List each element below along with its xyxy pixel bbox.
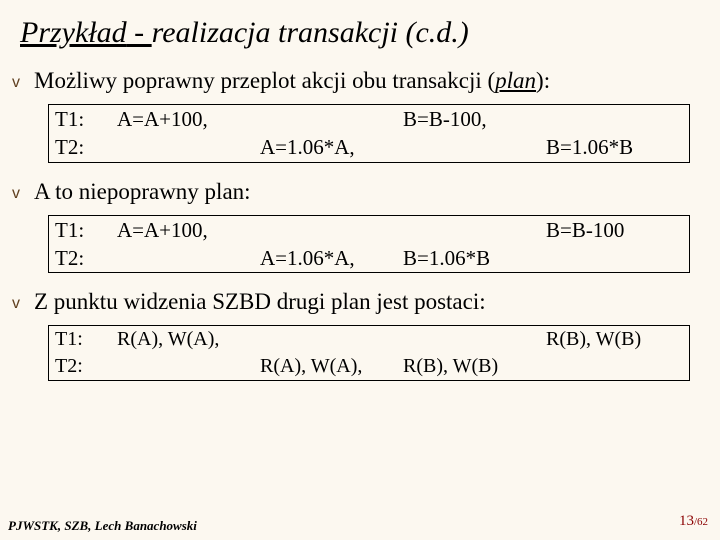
plan-box-1: T1: A=A+100, B=B-100, T2: A=1.06*A, B=1.… bbox=[48, 104, 690, 163]
slide-title: Przykład - realizacja transakcji (c.d.) bbox=[0, 0, 720, 58]
bullet-3-text: Z punktu widzenia SZBD drugi plan jest p… bbox=[34, 289, 486, 315]
cell bbox=[403, 326, 546, 353]
title-word: Przykład bbox=[20, 16, 127, 49]
bullet-2-text: A to niepoprawny plan: bbox=[34, 179, 251, 205]
cell bbox=[117, 244, 260, 272]
table-row: T2: A=1.06*A, B=1.06*B bbox=[49, 244, 689, 272]
page-number: 13/62 bbox=[679, 513, 708, 530]
bullet-2: v A to niepoprawny plan: bbox=[0, 169, 720, 209]
cell bbox=[260, 326, 403, 353]
cell: B=1.06*B bbox=[546, 133, 689, 161]
row-label: T1: bbox=[49, 216, 117, 244]
cell bbox=[403, 133, 546, 161]
bullet-3: v Z punktu widzenia SZBD drugi plan jest… bbox=[0, 279, 720, 319]
bullet-icon: v bbox=[12, 74, 20, 92]
cell: R(A), W(A), bbox=[117, 326, 260, 353]
cell: R(B), W(B) bbox=[546, 326, 689, 353]
row-label: T2: bbox=[49, 244, 117, 272]
cell bbox=[260, 105, 403, 133]
table-row: T1: A=A+100, B=B-100 bbox=[49, 216, 689, 244]
row-label: T2: bbox=[49, 353, 117, 380]
table-row: T2: R(A), W(A), R(B), W(B) bbox=[49, 353, 689, 380]
cell: A=A+100, bbox=[117, 105, 260, 133]
cell: A=1.06*A, bbox=[260, 133, 403, 161]
cell: A=1.06*A, bbox=[260, 244, 403, 272]
bullet-1: v Możliwy poprawny przeplot akcji obu tr… bbox=[0, 58, 720, 98]
cell: R(A), W(A), bbox=[260, 353, 403, 380]
cell bbox=[117, 353, 260, 380]
bullet-icon: v bbox=[12, 295, 20, 313]
title-rest: realizacja transakcji (c.d.) bbox=[152, 16, 469, 49]
cell: B=B-100 bbox=[546, 216, 689, 244]
plan-box-2: T1: A=A+100, B=B-100 T2: A=1.06*A, B=1.0… bbox=[48, 215, 690, 274]
table-row: T2: A=1.06*A, B=1.06*B bbox=[49, 133, 689, 161]
cell bbox=[546, 353, 689, 380]
cell bbox=[403, 216, 546, 244]
cell: R(B), W(B) bbox=[403, 353, 546, 380]
cell bbox=[546, 105, 689, 133]
cell bbox=[546, 244, 689, 272]
footer-text: PJWSTK, SZB, Lech Banachowski bbox=[8, 518, 197, 534]
cell: A=A+100, bbox=[117, 216, 260, 244]
cell: B=B-100, bbox=[403, 105, 546, 133]
cell bbox=[260, 216, 403, 244]
title-dash: - bbox=[127, 16, 152, 49]
cell bbox=[117, 133, 260, 161]
bullet-icon: v bbox=[12, 185, 20, 203]
plan-box-3: T1: R(A), W(A), R(B), W(B) T2: R(A), W(A… bbox=[48, 325, 690, 381]
row-label: T1: bbox=[49, 326, 117, 353]
row-label: T1: bbox=[49, 105, 117, 133]
cell: B=1.06*B bbox=[403, 244, 546, 272]
table-row: T1: A=A+100, B=B-100, bbox=[49, 105, 689, 133]
table-row: T1: R(A), W(A), R(B), W(B) bbox=[49, 326, 689, 353]
row-label: T2: bbox=[49, 133, 117, 161]
bullet-1-text: Możliwy poprawny przeplot akcji obu tran… bbox=[34, 68, 550, 94]
